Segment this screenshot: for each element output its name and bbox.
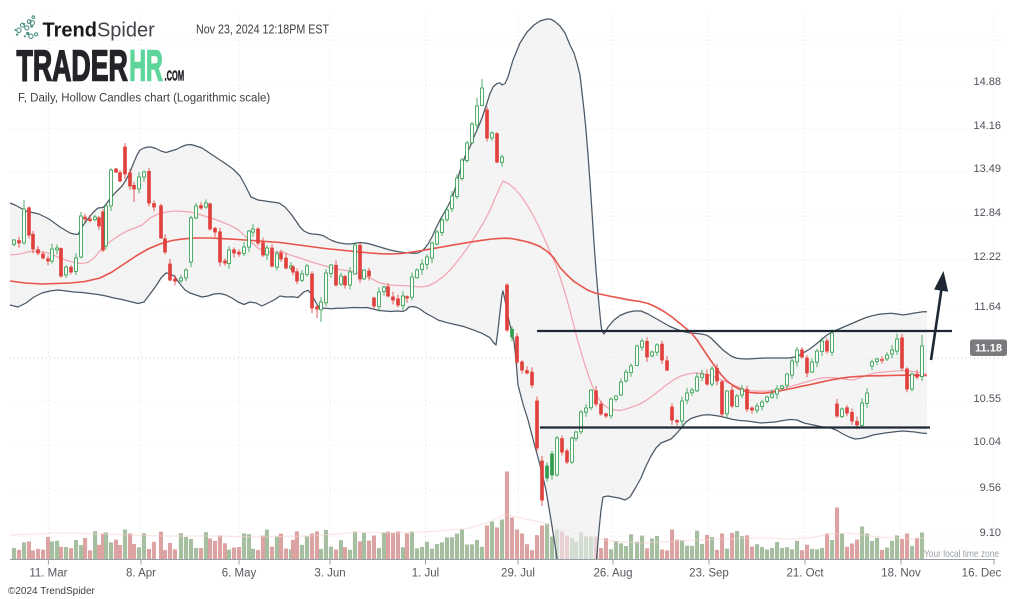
svg-text:11.64: 11.64 xyxy=(974,301,1001,313)
svg-text:12.22: 12.22 xyxy=(973,251,1001,263)
svg-text:10.55: 10.55 xyxy=(973,393,1001,405)
svg-text:HR: HR xyxy=(129,41,163,90)
svg-text:TrendSpider: TrendSpider xyxy=(43,20,156,42)
svg-text:26. Aug: 26. Aug xyxy=(593,568,632,580)
svg-text:TRADER: TRADER xyxy=(17,41,128,90)
svg-text:Your local time zone: Your local time zone xyxy=(924,548,999,560)
svg-text:8. Apr: 8. Apr xyxy=(126,568,156,580)
svg-text:13.49: 13.49 xyxy=(973,163,1001,175)
svg-text:6. May: 6. May xyxy=(222,568,257,580)
svg-text:11. Mar: 11. Mar xyxy=(29,568,67,580)
svg-text:12.84: 12.84 xyxy=(973,207,1001,219)
svg-text:©2024 TrendSpider: ©2024 TrendSpider xyxy=(8,586,96,597)
svg-text:3. Jun: 3. Jun xyxy=(314,568,345,580)
svg-text:23. Sep: 23. Sep xyxy=(689,568,729,580)
svg-text:.COM: .COM xyxy=(165,67,185,84)
svg-text:18. Nov: 18. Nov xyxy=(881,568,921,580)
svg-text:10.04: 10.04 xyxy=(973,436,1001,448)
svg-text:9.56: 9.56 xyxy=(980,482,1001,494)
svg-text:16. Dec: 16. Dec xyxy=(962,568,1002,580)
svg-text:21. Oct: 21. Oct xyxy=(786,568,824,580)
svg-text:11.18: 11.18 xyxy=(975,343,1002,355)
svg-text:9.10: 9.10 xyxy=(980,527,1001,539)
svg-text:14.88: 14.88 xyxy=(973,76,1001,88)
svg-text:1. Jul: 1. Jul xyxy=(412,568,440,580)
svg-text:29. Jul: 29. Jul xyxy=(501,568,535,580)
svg-text:Nov 23, 2024 12:18PM EST: Nov 23, 2024 12:18PM EST xyxy=(196,23,329,37)
svg-text:F, Daily, Hollow Candles chart: F, Daily, Hollow Candles chart (Logarith… xyxy=(18,93,270,105)
svg-text:14.16: 14.16 xyxy=(973,120,1001,132)
